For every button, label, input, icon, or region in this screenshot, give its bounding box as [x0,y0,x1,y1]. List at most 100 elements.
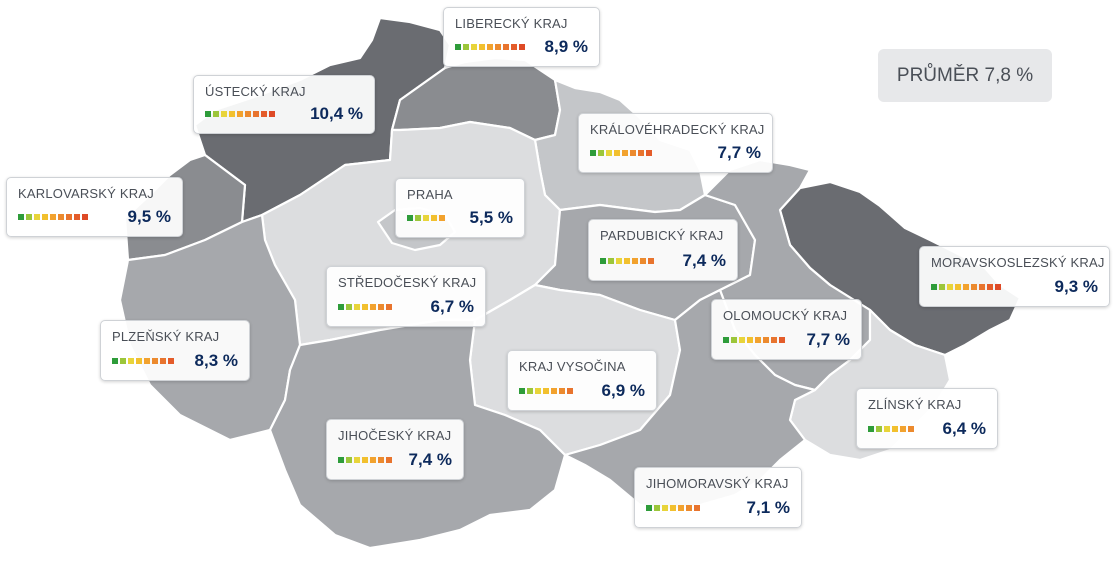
region-card-jihocesky[interactable]: JIHOČESKÝ KRAJ 7,4 % [326,419,464,480]
scale-segment [144,358,150,364]
scale-segment [386,457,392,463]
region-name: PARDUBICKÝ KRAJ [600,228,724,243]
scale-segment [370,304,376,310]
scale-segment [205,111,211,117]
value-scale-indicator [455,44,525,50]
region-card-karlovarsky[interactable]: KARLOVARSKÝ KRAJ 9,5 % [6,177,183,237]
region-card-ustecky[interactable]: ÚSTECKÝ KRAJ 10,4 % [193,75,375,134]
region-card-praha[interactable]: PRAHA 5,5 % [395,178,525,238]
scale-segment [415,215,421,221]
region-name: KRAJ VYSOČINA [519,359,626,374]
scale-segment [362,304,368,310]
scale-segment [723,337,729,343]
average-badge: PRŮMĚR 7,8 % [878,49,1052,102]
scale-segment [50,214,56,220]
scale-segment [640,258,646,264]
region-card-pardubicky[interactable]: PARDUBICKÝ KRAJ 7,4 % [588,219,738,281]
scale-segment [763,337,769,343]
value-scale-indicator [18,214,88,220]
value-scale-indicator [600,258,654,264]
scale-segment [455,44,461,50]
scale-segment [876,426,882,432]
region-value: 9,3 % [1054,277,1098,296]
scale-segment [559,388,565,394]
region-name: ÚSTECKÝ KRAJ [205,84,306,99]
region-name: JIHOČESKÝ KRAJ [338,428,452,443]
scale-segment [646,505,652,511]
scale-segment [622,150,628,156]
region-name: KARLOVARSKÝ KRAJ [18,186,154,201]
region-card-kralovehradecky[interactable]: KRÁLOVÉHRADECKÝ KRAJ 7,7 % [578,113,773,173]
region-value: 7,7 % [717,143,761,162]
scale-segment [971,284,977,290]
region-value: 7,4 % [408,450,452,469]
scale-segment [253,111,259,117]
region-card-zlinsky[interactable]: ZLÍNSKÝ KRAJ 6,4 % [856,388,998,449]
scale-segment [947,284,953,290]
region-value: 7,4 % [682,251,726,270]
scale-segment [963,284,969,290]
scale-segment [354,304,360,310]
scale-segment [567,388,573,394]
region-name: JIHOMORAVSKÝ KRAJ [646,476,789,491]
region-card-stredocesky[interactable]: STŘEDOČESKÝ KRAJ 6,7 % [326,266,486,327]
scale-segment [654,505,660,511]
scale-segment [662,505,668,511]
region-card-olomoucky[interactable]: OLOMOUCKÝ KRAJ 7,7 % [711,299,862,360]
scale-segment [987,284,993,290]
scale-segment [747,337,753,343]
scale-segment [495,44,501,50]
scale-segment [892,426,898,432]
region-value: 7,1 % [746,498,790,517]
region-card-liberecky[interactable]: LIBERECKÝ KRAJ 8,9 % [443,7,600,67]
scale-segment [503,44,509,50]
value-scale-indicator [338,304,392,310]
scale-segment [939,284,945,290]
scale-segment [779,337,785,343]
region-name: LIBERECKÝ KRAJ [455,16,568,31]
scale-segment [112,358,118,364]
region-name: MORAVSKOSLEZSKÝ KRAJ [931,255,1105,270]
scale-segment [600,258,606,264]
scale-segment [26,214,32,220]
scale-segment [527,388,533,394]
scale-segment [614,150,620,156]
region-value: 7,7 % [806,330,850,349]
scale-segment [648,258,654,264]
region-value: 9,5 % [127,207,171,226]
scale-segment [670,505,676,511]
scale-segment [535,388,541,394]
region-value: 8,9 % [544,37,588,56]
region-card-plzensky[interactable]: PLZEŇSKÝ KRAJ 8,3 % [100,320,250,381]
scale-segment [995,284,1001,290]
scale-segment [338,457,344,463]
region-name: OLOMOUCKÝ KRAJ [723,308,848,323]
scale-segment [638,150,644,156]
scale-segment [120,358,126,364]
region-card-jihomoravsky[interactable]: JIHOMORAVSKÝ KRAJ 7,1 % [634,467,802,528]
scale-segment [519,44,525,50]
scale-segment [686,505,692,511]
scale-segment [42,214,48,220]
scale-segment [979,284,985,290]
scale-segment [771,337,777,343]
scale-segment [338,304,344,310]
scale-segment [608,258,614,264]
scale-segment [694,505,700,511]
scale-segment [354,457,360,463]
region-name: STŘEDOČESKÝ KRAJ [338,275,477,290]
scale-segment [908,426,914,432]
scale-segment [900,426,906,432]
scale-segment [378,304,384,310]
scale-segment [616,258,622,264]
scale-segment [487,44,493,50]
scale-segment [479,44,485,50]
scale-segment [160,358,166,364]
value-scale-indicator [931,284,1001,290]
region-card-moravskoslezsky[interactable]: MORAVSKOSLEZSKÝ KRAJ 9,3 % [919,246,1110,307]
scale-segment [471,44,477,50]
scale-segment [74,214,80,220]
scale-segment [463,44,469,50]
scale-segment [955,284,961,290]
region-card-vysocina[interactable]: KRAJ VYSOČINA 6,9 % [507,350,657,411]
